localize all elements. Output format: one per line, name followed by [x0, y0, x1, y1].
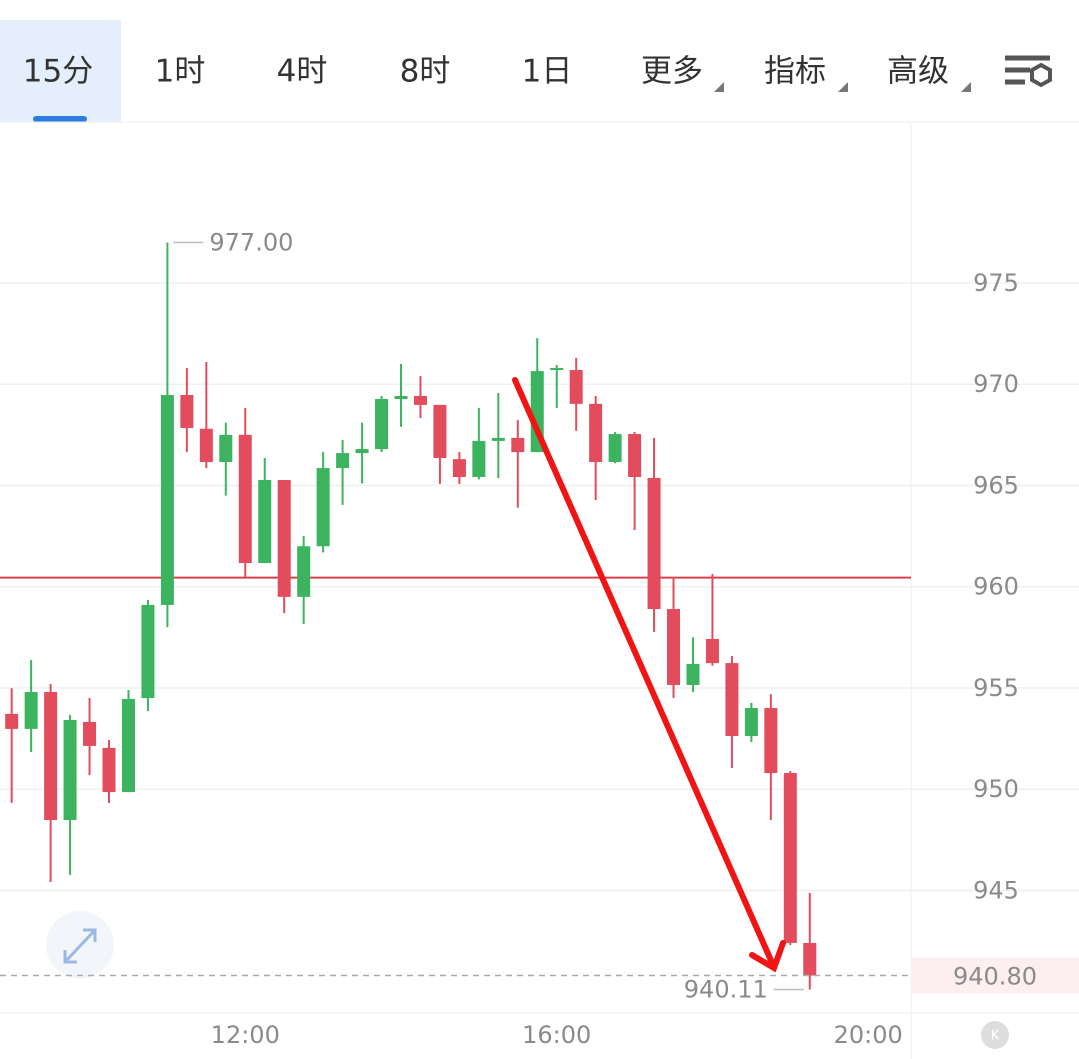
- candle-body: [491, 437, 505, 441]
- candle-body: [297, 546, 311, 597]
- candle-body: [686, 663, 700, 685]
- y-tick-label: 960: [973, 573, 1019, 601]
- candle-body: [472, 440, 486, 477]
- tab[interactable]: 15分: [23, 54, 93, 90]
- candle-body: [238, 434, 252, 564]
- candle-body: [628, 434, 642, 477]
- candle-body: [219, 434, 233, 462]
- tab[interactable]: 更多: [641, 54, 703, 90]
- candle-body: [803, 942, 817, 976]
- expand-button[interactable]: [46, 911, 114, 979]
- candle-body: [199, 428, 213, 462]
- candle-body: [725, 663, 739, 736]
- tab[interactable]: 高级: [887, 54, 949, 90]
- last-price-box: [912, 957, 1079, 994]
- candle-body: [744, 708, 758, 736]
- candle-body: [336, 453, 350, 469]
- k-button[interactable]: K: [981, 1021, 1009, 1049]
- high-label: 977.00: [209, 228, 293, 256]
- candle-body: [569, 370, 583, 404]
- y-tick-label: 965: [973, 471, 1019, 499]
- candle-body: [355, 449, 369, 454]
- candle-body: [433, 404, 447, 458]
- drawn-arrow: [512, 377, 786, 973]
- candle-body: [647, 477, 661, 610]
- low-label: 940.11: [684, 976, 768, 1004]
- candle-body: [44, 692, 58, 821]
- candle-body: [608, 434, 622, 462]
- candle-body: [589, 403, 603, 462]
- active-tab-bg: [0, 20, 121, 122]
- candle-body: [277, 480, 291, 597]
- candle-body: [394, 395, 408, 400]
- y-tick-label: 975: [973, 269, 1019, 297]
- tab-triangles: [714, 82, 971, 92]
- candle-body: [511, 437, 525, 453]
- candle-body: [160, 394, 174, 605]
- candle-body: [375, 399, 389, 450]
- candle-body: [63, 719, 77, 821]
- candle-body: [413, 395, 427, 405]
- candle-body: [452, 459, 466, 477]
- candle-body: [667, 609, 681, 685]
- tab[interactable]: 1时: [155, 54, 206, 90]
- tab[interactable]: 指标: [764, 54, 826, 90]
- tab[interactable]: 8时: [400, 54, 451, 90]
- candle-body: [180, 394, 194, 428]
- x-tick-label: 12:00: [211, 1021, 280, 1049]
- candle-body: [83, 722, 97, 746]
- candle-body: [141, 604, 155, 699]
- y-tick-label: 970: [973, 370, 1019, 398]
- y-tick-label: 950: [973, 775, 1019, 803]
- candle-body: [258, 480, 272, 564]
- active-tab-underline: [33, 116, 87, 122]
- candle-body: [783, 773, 797, 943]
- candle-body: [102, 747, 116, 793]
- tab[interactable]: 4时: [277, 54, 328, 90]
- last-price-label: 940.80: [953, 963, 1037, 991]
- x-tick-label: 20:00: [834, 1021, 903, 1049]
- y-tick-label: 945: [973, 876, 1019, 904]
- tab[interactable]: 1日: [522, 54, 573, 90]
- candle-body: [705, 638, 719, 664]
- settings-icon[interactable]: [1005, 55, 1052, 88]
- candle-body: [121, 698, 135, 793]
- y-tick-label: 955: [973, 674, 1019, 702]
- svg-text:K: K: [991, 1029, 1000, 1044]
- candle-body: [5, 713, 19, 729]
- candle-body: [316, 468, 330, 547]
- candle-body: [764, 708, 778, 774]
- candle-body: [550, 368, 564, 371]
- candle-body: [24, 692, 38, 729]
- x-tick-label: 16:00: [522, 1021, 591, 1049]
